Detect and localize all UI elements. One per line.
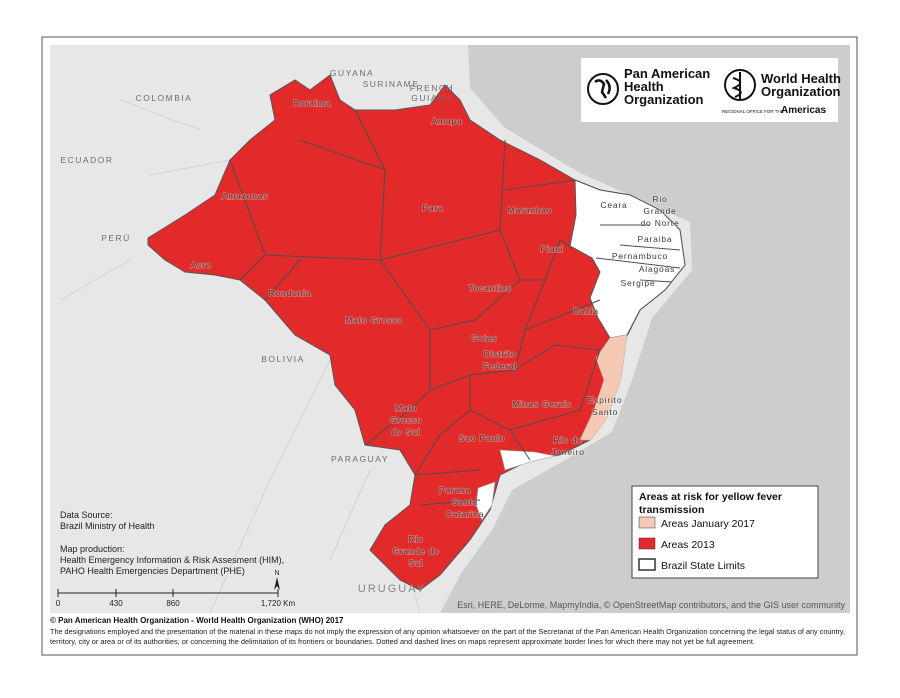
- data-source: Data Source:: [60, 510, 113, 520]
- state-label: Mato: [395, 403, 417, 413]
- state-label: Pernambuco: [612, 251, 668, 261]
- paho-name: Pan American: [624, 66, 710, 81]
- scale-bar: [57, 589, 279, 597]
- state-label: Rio de: [553, 435, 582, 445]
- state-label: Grande do: [392, 546, 439, 556]
- attribution: Esri, HERE, DeLorme, MapmyIndia, © OpenS…: [457, 600, 845, 610]
- country-label: ECUADOR: [60, 155, 113, 165]
- who-name: Organization: [761, 84, 841, 99]
- state-label: Tocantins: [468, 283, 511, 293]
- country-label: SURINAME: [363, 79, 420, 89]
- state-label: Sao Paulo: [459, 433, 505, 443]
- state-label: Maranhao: [508, 205, 553, 215]
- who-emblem-staff: [731, 72, 742, 100]
- state-label: Grosso: [390, 415, 422, 425]
- state-label: Santo: [592, 407, 618, 417]
- state-label: Rio: [408, 534, 423, 544]
- state-label: Rio: [652, 194, 667, 204]
- north-label: N: [274, 570, 279, 577]
- legend-swatch: [638, 516, 656, 529]
- country-label: GUIANA: [411, 93, 453, 103]
- paho-name: Health: [624, 79, 664, 94]
- map-production: Health Emergency Information & Risk Asse…: [60, 555, 284, 565]
- who-region: REGIONAL OFFICE FOR THE: [722, 109, 784, 114]
- scale-label: 430: [109, 599, 123, 608]
- legend-title: Areas at risk for yellow fever: [639, 491, 782, 503]
- footer-disclaimer: The designations employed and the presen…: [50, 627, 845, 636]
- paho-name: Organization: [624, 92, 704, 107]
- state-label: Paraiba: [638, 234, 673, 244]
- state-label: Minas Gerais: [512, 399, 572, 409]
- state-borders: [229, 109, 681, 506]
- data-source: Brazil Ministry of Health: [60, 521, 155, 531]
- state-label: Distrito: [484, 349, 517, 359]
- state-label: Roraima: [293, 98, 331, 108]
- state-label: Amapa: [432, 116, 463, 126]
- legend-label: Areas January 2017: [661, 518, 755, 530]
- country-label: BOLIVIA: [261, 354, 305, 364]
- state-label: Santa: [452, 497, 478, 507]
- legend-swatch: [638, 558, 656, 571]
- state-label: Janeiro: [551, 447, 584, 457]
- map-production: Map production:: [60, 544, 125, 554]
- country-label: COLOMBIA: [136, 93, 193, 103]
- state-label: Goias: [471, 333, 497, 343]
- country-label: PARAGUAY: [331, 454, 389, 464]
- state-label: Para: [422, 203, 443, 213]
- state-label: Ceara: [600, 200, 627, 210]
- state-label: Amazonas: [222, 191, 269, 201]
- state-label: Alagoas: [639, 264, 675, 274]
- country-label: URUGUAY: [358, 583, 426, 595]
- map-production: PAHO Health Emergencies Department (PHE): [60, 566, 245, 576]
- logo-box: [581, 58, 838, 122]
- areas-january-2017: [579, 334, 628, 441]
- legend-title: transmission: [639, 504, 704, 516]
- scale-label: 1,720 Km: [261, 599, 296, 608]
- state-label: do Sul: [392, 427, 421, 437]
- legend-label: Areas 2013: [661, 539, 715, 551]
- neighbor-borders: [59, 99, 421, 614]
- legend-swatch: [638, 537, 656, 550]
- state-label: Sul: [409, 558, 424, 568]
- state-label: Sergipe: [621, 278, 656, 288]
- state-label: Rondonia: [269, 288, 312, 298]
- country-label: GUYANA: [330, 68, 374, 78]
- state-label: Bahia: [573, 306, 599, 316]
- state-label: Federal: [483, 361, 517, 371]
- state-label: Mato Grosso: [345, 315, 402, 325]
- state-label: Acre: [191, 260, 212, 270]
- scale-label: 860: [166, 599, 180, 608]
- state-label: Piaui: [541, 244, 564, 254]
- state-label: Catarina: [446, 509, 485, 519]
- legend-label: Brazil State Limits: [661, 560, 745, 572]
- country-label: PERÚ: [101, 233, 131, 243]
- state-label: Parana: [439, 485, 471, 495]
- state-label: Grande: [643, 206, 676, 216]
- north-arrow: [274, 577, 280, 590]
- legend-box: [631, 485, 819, 579]
- footer-copyright: © Pan American Health Organization - Wor…: [50, 616, 344, 625]
- state-label: do Norte: [640, 218, 679, 228]
- scale-label: 0: [56, 599, 61, 608]
- not-at-risk-south-coast: [475, 449, 556, 521]
- country-label: FRENCH: [410, 83, 454, 93]
- footer-disclaimer: territory, city or area or of its author…: [50, 637, 755, 646]
- who-region-name: Americas: [781, 105, 826, 116]
- paho-emblem-map: [594, 79, 611, 99]
- who-name: World Health: [761, 71, 841, 86]
- state-label: Espirito: [588, 395, 623, 405]
